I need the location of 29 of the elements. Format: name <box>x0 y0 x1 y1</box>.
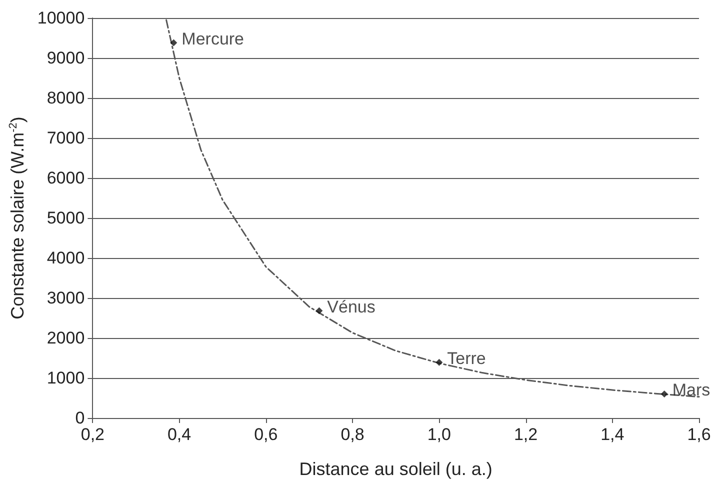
point <box>170 39 178 46</box>
x-tick-label: 0,4 <box>167 425 192 444</box>
x-tick-label: 0,2 <box>80 425 104 444</box>
y-tick-label: 9000 <box>46 48 85 68</box>
x-tick-label: 1,0 <box>427 425 451 444</box>
point <box>436 358 443 366</box>
point <box>316 307 323 314</box>
y-tick-label: 2000 <box>46 328 85 348</box>
x-tick-label: 1,2 <box>514 425 538 444</box>
annotation: Mercure <box>182 29 244 48</box>
y-tick-label: 6000 <box>46 168 85 188</box>
y-axis-title: Constante solaire (W.m-2) <box>8 116 28 320</box>
x-axis-title: Distance au soleil (u. a.) <box>299 459 492 479</box>
y-tick-label: 1000 <box>46 368 85 388</box>
y-tick-label: 3000 <box>46 288 85 308</box>
y-tick-label: 5000 <box>46 208 85 228</box>
y-tick-label: 7000 <box>46 128 85 148</box>
annotation: Mars <box>672 380 710 400</box>
annotation: Terre <box>447 348 486 368</box>
x-tick-label: 1,6 <box>687 425 711 444</box>
annotation: Vénus <box>327 297 376 316</box>
y-tick-label: 8000 <box>46 88 85 108</box>
x-tick-label: 0,8 <box>340 425 364 444</box>
y-tick-label: 10000 <box>37 8 85 28</box>
x-tick-label: 1,4 <box>600 425 624 444</box>
y-tick-label: 0 <box>75 408 85 428</box>
y-tick-label: 4000 <box>46 248 85 268</box>
x-tick-label: 0,6 <box>254 425 278 444</box>
point <box>660 390 668 398</box>
